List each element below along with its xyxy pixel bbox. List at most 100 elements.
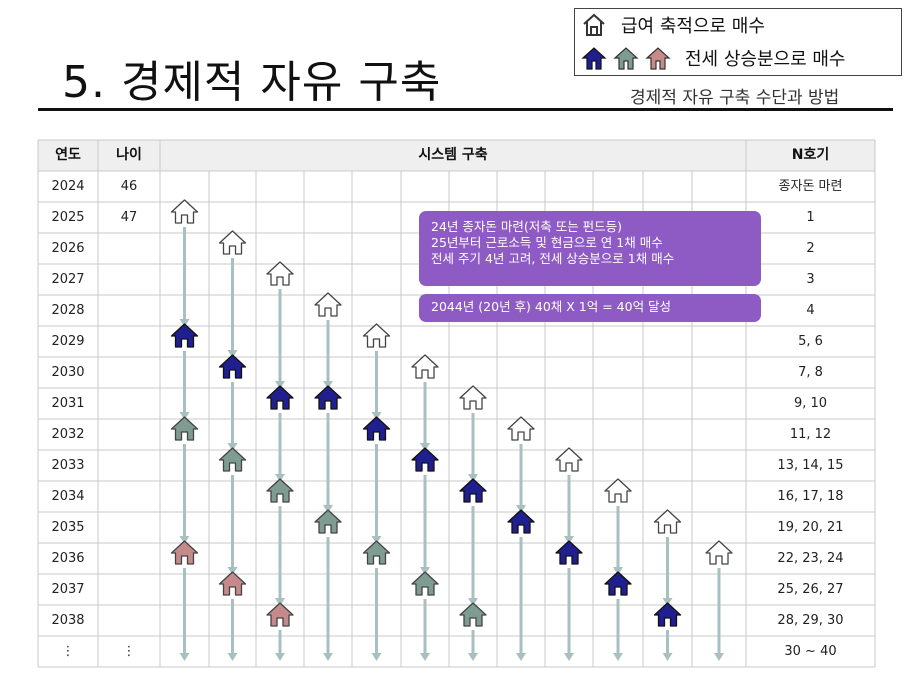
cell-age — [98, 295, 160, 326]
cell-count: 25, 26, 27 — [777, 582, 844, 597]
cell-age — [98, 481, 160, 512]
arrow-down — [420, 382, 430, 451]
house-teal-icon — [459, 602, 487, 627]
table-header-bg — [38, 140, 875, 171]
legend-jeonse-label: 전세 상승분으로 매수 — [685, 49, 846, 70]
house-pink-icon — [645, 45, 671, 71]
cell-age — [98, 388, 160, 419]
house-jeonse-icon — [218, 354, 247, 379]
title-divider — [38, 108, 893, 111]
arrow-down — [468, 630, 478, 661]
arrow-down — [323, 320, 333, 389]
legend-jeonse-row: 전세 상승분으로 매수 — [581, 45, 845, 71]
house-teal-icon — [613, 45, 639, 71]
arrow-down — [179, 351, 190, 420]
cell-year: 2025 — [51, 210, 85, 225]
arrow-down — [323, 413, 333, 513]
cell-age — [98, 512, 160, 543]
house-salary-icon — [411, 354, 439, 379]
cell-count: 30 ~ 40 — [784, 644, 837, 659]
arrow-down — [371, 568, 382, 661]
cell-year: 2035 — [51, 520, 85, 535]
house-salary-icon — [653, 509, 682, 534]
header-count: N호기 — [791, 147, 830, 163]
arrow-down — [275, 630, 285, 661]
arrow-down — [714, 568, 724, 661]
house-pink-icon — [218, 571, 247, 596]
cell-year: 2024 — [51, 179, 85, 194]
house-jeonse-icon — [653, 602, 682, 627]
cell-count: 5, 6 — [798, 334, 823, 349]
cell-count: 13, 14, 15 — [777, 458, 844, 473]
house-salary-icon — [362, 323, 391, 348]
cell-age — [98, 543, 160, 574]
cell-age — [98, 574, 160, 605]
house-salary-icon — [266, 261, 294, 286]
cell-count: 종자돈 마련 — [778, 179, 843, 194]
legend-salary-label: 급여 축적으로 매수 — [621, 16, 765, 37]
cell-count: 28, 29, 30 — [777, 613, 844, 628]
house-pink-icon — [170, 540, 199, 565]
house-teal-icon — [218, 447, 247, 472]
arrow-down — [323, 537, 333, 661]
cell-count: 7, 8 — [798, 365, 823, 380]
goal-note-text: 2044년 (20년 후) 40채 X 1억 = 40억 달성 — [431, 299, 672, 314]
arrow-down — [516, 537, 526, 661]
header-age: 나이 — [116, 147, 142, 163]
cell-age — [98, 264, 160, 295]
cell-year: ⋮ — [61, 644, 75, 659]
house-navy-icon — [581, 45, 607, 71]
house-jeonse-icon — [507, 509, 535, 534]
house-jeonse-icon — [411, 447, 439, 472]
house-teal-icon — [314, 509, 342, 534]
arrow-down — [371, 444, 382, 544]
cell-year: 2029 — [51, 334, 85, 349]
cell-year: 2027 — [51, 272, 85, 287]
cell-age — [98, 419, 160, 450]
house-salary-icon — [604, 478, 632, 503]
house-jeonse-icon — [362, 416, 391, 441]
house-pink-icon — [266, 602, 294, 627]
plan-note-line: 24년 종자돈 마련(저축 또는 펀드등) — [431, 219, 623, 234]
arrow-down — [275, 506, 285, 606]
cell-count: 3 — [806, 272, 815, 287]
cell-year: 2032 — [51, 427, 85, 442]
cell-year: 2028 — [51, 303, 85, 318]
cell-age — [98, 233, 160, 264]
cell-year: 2026 — [51, 241, 85, 256]
plan-note-line: 전세 주기 4년 고려, 전세 상승분으로 1채 매수 — [431, 251, 675, 266]
house-salary-icon — [314, 292, 342, 317]
header-year: 연도 — [55, 147, 81, 163]
arrow-down — [275, 289, 285, 389]
house-salary-icon — [705, 540, 733, 565]
house-salary-icon — [459, 385, 487, 410]
house-teal-icon — [266, 478, 294, 503]
plan-note-line: 25년부터 근로소득 및 현금으로 연 1채 매수 — [431, 235, 663, 250]
arrow-down — [564, 568, 574, 661]
arrow-down — [179, 227, 190, 327]
house-jeonse-icon — [555, 540, 583, 565]
cell-year: 2038 — [51, 613, 85, 628]
arrow-down — [227, 382, 238, 451]
cell-year: 2036 — [51, 551, 85, 566]
house-teal-icon — [170, 416, 199, 441]
cell-age — [98, 357, 160, 388]
arrow-down — [227, 258, 238, 358]
house-teal-icon — [411, 571, 439, 596]
house-jeonse-icon — [604, 571, 632, 596]
arrow-down — [227, 599, 238, 661]
arrow-down — [662, 630, 673, 661]
cell-count: 11, 12 — [789, 427, 832, 442]
arrow-down — [179, 444, 190, 544]
goal-note: 2044년 (20년 후) 40채 X 1억 = 40억 달성 — [419, 294, 761, 322]
cell-age — [98, 605, 160, 636]
cell-year: 2030 — [51, 365, 85, 380]
arrow-down — [275, 413, 285, 482]
cell-count: 2 — [806, 241, 815, 256]
cell-count: 16, 17, 18 — [777, 489, 844, 504]
cell-age: 47 — [120, 210, 138, 225]
cell-age: 46 — [120, 179, 138, 194]
house-jeonse-icon — [170, 323, 199, 348]
cell-year: 2031 — [51, 396, 85, 411]
arrow-down — [613, 599, 623, 661]
